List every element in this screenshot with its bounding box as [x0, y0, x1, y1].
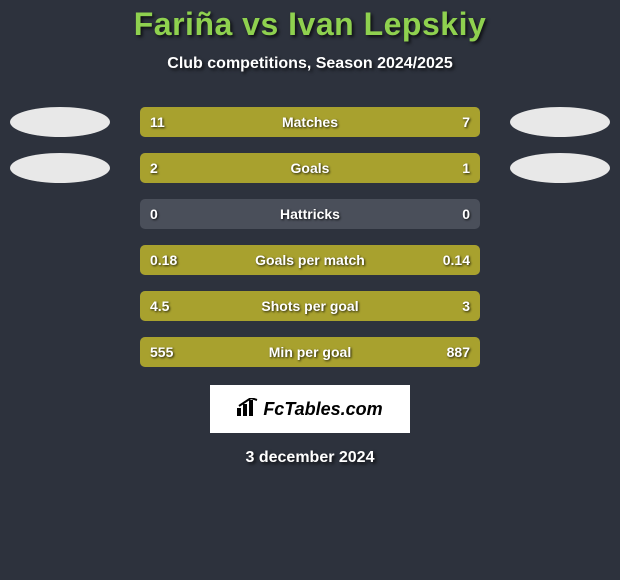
chart-icon [237, 398, 259, 421]
bar-fill-right [347, 107, 480, 137]
player-photo-right [510, 107, 610, 137]
stat-value-left: 0.18 [150, 245, 177, 275]
page-title: Fariña vs Ivan Lepskiy [0, 6, 620, 43]
stat-bar: 117Matches [140, 107, 480, 137]
player-photo-right [510, 153, 610, 183]
stat-value-right: 0 [462, 199, 470, 229]
stat-value-right: 7 [462, 107, 470, 137]
stats-container: 117Matches21Goals00Hattricks0.180.14Goal… [0, 99, 620, 375]
branding-badge: FcTables.com [210, 385, 410, 433]
player-photo-left [10, 107, 110, 137]
stat-value-right: 1 [462, 153, 470, 183]
branding-text: FcTables.com [263, 399, 382, 420]
stat-row: 4.53Shots per goal [0, 283, 620, 329]
stat-row: 117Matches [0, 99, 620, 145]
stat-bar: 4.53Shots per goal [140, 291, 480, 321]
stat-value-left: 0 [150, 199, 158, 229]
stat-row: 21Goals [0, 145, 620, 191]
bar-fill-left [140, 291, 344, 321]
subtitle: Club competitions, Season 2024/2025 [0, 55, 620, 73]
stat-value-right: 887 [447, 337, 470, 367]
stat-bar: 21Goals [140, 153, 480, 183]
stat-value-right: 0.14 [443, 245, 470, 275]
stat-value-right: 3 [462, 291, 470, 321]
date-label: 3 december 2024 [0, 449, 620, 467]
player-photo-left [10, 153, 110, 183]
stat-bar: 0.180.14Goals per match [140, 245, 480, 275]
bar-fill-left [140, 107, 347, 137]
stat-label: Hattricks [140, 199, 480, 229]
stat-value-left: 11 [150, 107, 165, 137]
stat-value-left: 2 [150, 153, 158, 183]
stat-row: 555887Min per goal [0, 329, 620, 375]
stat-row: 0 0Hattricks [0, 191, 620, 237]
stat-bar: 0 0Hattricks [140, 199, 480, 229]
comparison-infographic: Fariña vs Ivan Lepskiy Club competitions… [0, 0, 620, 580]
stat-value-left: 555 [150, 337, 173, 367]
bar-fill-left [140, 153, 368, 183]
stat-row: 0.180.14Goals per match [0, 237, 620, 283]
stat-bar: 555887Min per goal [140, 337, 480, 367]
stat-value-left: 4.5 [150, 291, 169, 321]
bar-fill-right [344, 291, 480, 321]
